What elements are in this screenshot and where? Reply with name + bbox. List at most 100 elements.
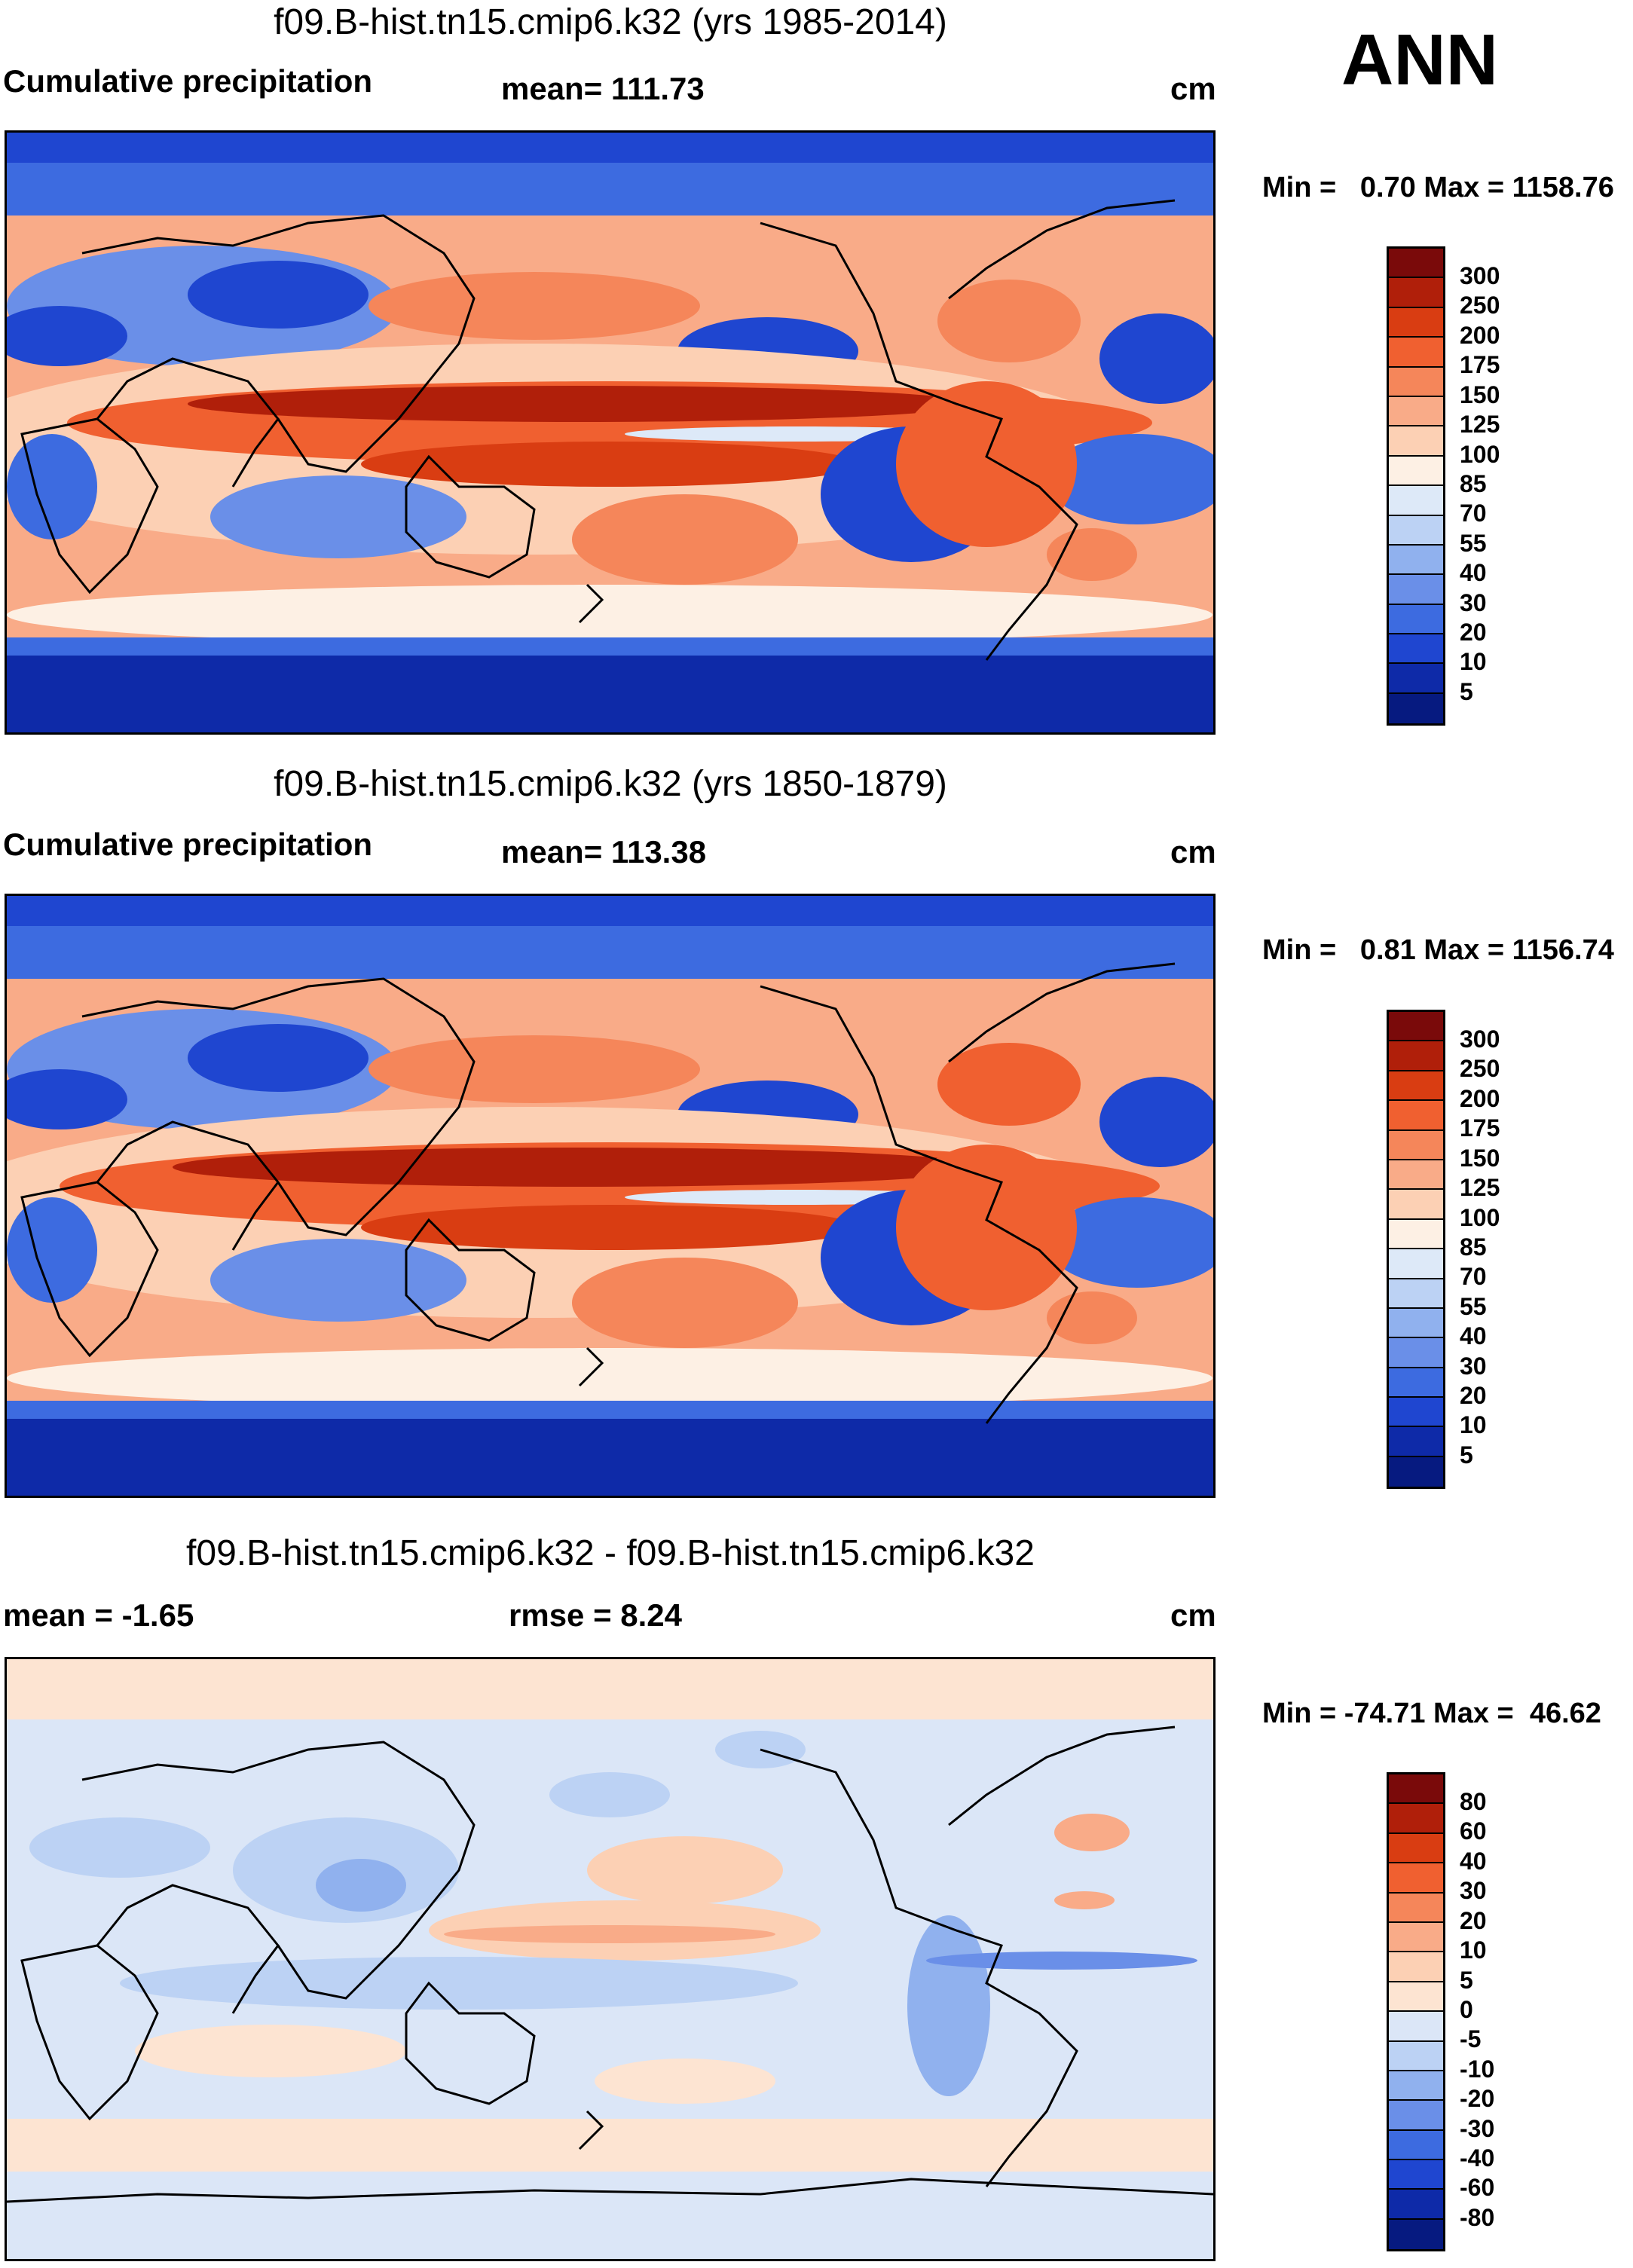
colorbar-tick: 175 [1460, 351, 1500, 378]
panel3-map [5, 1657, 1216, 2261]
colorbar-tick: 40 [1460, 559, 1487, 586]
colorbar-swatch [1389, 664, 1443, 694]
panel3-title: f09.B-hist.tn15.cmip6.k32 - f09.B-hist.t… [186, 1533, 1035, 1573]
colorbar-swatch [1389, 2130, 1443, 2161]
colorbar-tick: 300 [1460, 1025, 1500, 1053]
colorbar-tick: 200 [1460, 1085, 1500, 1112]
colorbar-swatch [1389, 1922, 1443, 1953]
colorbar-swatch [1389, 1101, 1443, 1131]
colorbar-swatch [1389, 1893, 1443, 1923]
colorbar-swatch [1389, 1190, 1443, 1220]
panel1-map [5, 130, 1216, 735]
colorbar-swatch [1389, 2041, 1443, 2071]
colorbar-swatch [1389, 1041, 1443, 1071]
colorbar-tick: 55 [1460, 1293, 1487, 1320]
colorbar-tick: 20 [1460, 619, 1487, 646]
colorbar-swatch [1389, 693, 1443, 724]
colorbar-tick: 40 [1460, 1322, 1487, 1349]
colorbar-tick: 5 [1460, 1441, 1473, 1469]
colorbar-swatch [1389, 338, 1443, 368]
colorbar-swatch [1389, 515, 1443, 546]
colorbar-swatch [1389, 2219, 1443, 2250]
panel3-colorbar [1387, 1772, 1445, 2252]
colorbar-tick: 5 [1460, 678, 1473, 705]
colorbar-swatch [1389, 1982, 1443, 2013]
colorbar-swatch [1389, 2012, 1443, 2042]
panel3-minmax: Min = -74.71 Max = 46.62 [1262, 1698, 1601, 1729]
colorbar-swatch [1389, 486, 1443, 516]
colorbar-swatch [1389, 1427, 1443, 1457]
colorbar-tick: -60 [1460, 2174, 1495, 2201]
colorbar-swatch [1389, 575, 1443, 605]
panel1-variable-label: Cumulative precipitation [3, 63, 373, 99]
colorbar-tick: 250 [1460, 1055, 1500, 1082]
colorbar-tick: 60 [1460, 1817, 1487, 1845]
colorbar-tick: 30 [1460, 1353, 1487, 1380]
colorbar-tick: -10 [1460, 2056, 1495, 2083]
colorbar-swatch [1389, 1308, 1443, 1339]
colorbar-tick: -80 [1460, 2204, 1495, 2231]
colorbar-swatch [1389, 1833, 1443, 1864]
colorbar-swatch [1389, 1219, 1443, 1250]
colorbar-swatch [1389, 1279, 1443, 1309]
panel1-colorbar [1387, 246, 1445, 726]
colorbar-tick: -20 [1460, 2085, 1495, 2112]
colorbar-tick: 5 [1460, 1967, 1473, 1994]
panel2-units-label: cm [1170, 834, 1216, 870]
panel2-map [5, 894, 1216, 1498]
colorbar-swatch [1389, 456, 1443, 487]
colorbar-swatch [1389, 1398, 1443, 1428]
colorbar-swatch [1389, 1249, 1443, 1279]
panel1-units-label: cm [1170, 71, 1216, 106]
panel2-colorbar [1387, 1010, 1445, 1490]
colorbar-swatch [1389, 307, 1443, 338]
colorbar-tick: 30 [1460, 1877, 1487, 1904]
colorbar-swatch [1389, 2190, 1443, 2220]
colorbar-swatch [1389, 426, 1443, 457]
colorbar-tick: 125 [1460, 1174, 1500, 1201]
panel2-title: f09.B-hist.tn15.cmip6.k32 (yrs 1850-1879… [274, 764, 947, 804]
colorbar-tick: -30 [1460, 2115, 1495, 2142]
colorbar-swatch [1389, 249, 1443, 279]
colorbar-tick: 250 [1460, 292, 1500, 319]
colorbar-tick: 20 [1460, 1382, 1487, 1409]
colorbar-tick: -40 [1460, 2144, 1495, 2172]
colorbar-tick: 200 [1460, 322, 1500, 349]
colorbar-tick: 10 [1460, 1411, 1487, 1438]
colorbar-tick: 70 [1460, 1263, 1487, 1290]
colorbar-tick: 85 [1460, 470, 1487, 497]
colorbar-tick: 100 [1460, 441, 1500, 468]
colorbar-tick: 10 [1460, 1936, 1487, 1964]
colorbar-swatch [1389, 1368, 1443, 1398]
panel1-minmax: Min = 0.70 Max = 1158.76 [1262, 172, 1614, 203]
panel1-mean-label: mean= 111.73 [501, 71, 705, 106]
colorbar-swatch [1389, 1804, 1443, 1834]
panel2-variable-label: Cumulative precipitation [3, 827, 373, 862]
season-label: ANN [1341, 20, 1498, 100]
colorbar-swatch [1389, 1160, 1443, 1191]
colorbar-swatch [1389, 604, 1443, 635]
colorbar-swatch [1389, 545, 1443, 576]
panel3-mean-label: mean = -1.65 [3, 1597, 194, 1633]
colorbar-tick: 300 [1460, 262, 1500, 289]
colorbar-swatch [1389, 396, 1443, 427]
colorbar-tick: 0 [1460, 1996, 1473, 2023]
colorbar-tick: 100 [1460, 1204, 1500, 1231]
colorbar-tick: 80 [1460, 1788, 1487, 1815]
colorbar-tick: 30 [1460, 589, 1487, 616]
colorbar-swatch [1389, 2101, 1443, 2131]
colorbar-swatch [1389, 1952, 1443, 1982]
colorbar-swatch [1389, 1338, 1443, 1368]
colorbar-swatch [1389, 1774, 1443, 1805]
panel3-units-label: cm [1170, 1597, 1216, 1633]
colorbar-swatch [1389, 2071, 1443, 2101]
colorbar-swatch [1389, 1130, 1443, 1160]
colorbar-tick: 40 [1460, 1848, 1487, 1875]
colorbar-tick: 20 [1460, 1907, 1487, 1934]
colorbar-tick: 175 [1460, 1114, 1500, 1142]
colorbar-swatch [1389, 1071, 1443, 1102]
panel3-rmse-label: rmse = 8.24 [509, 1597, 683, 1633]
colorbar-swatch [1389, 634, 1443, 665]
colorbar-tick: 150 [1460, 1145, 1500, 1172]
panel2-minmax: Min = 0.81 Max = 1156.74 [1262, 934, 1614, 966]
